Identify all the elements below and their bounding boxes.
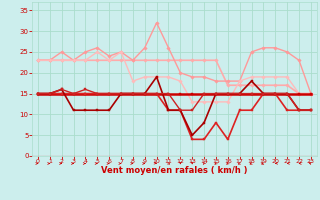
- X-axis label: Vent moyen/en rafales ( km/h ): Vent moyen/en rafales ( km/h ): [101, 166, 248, 175]
